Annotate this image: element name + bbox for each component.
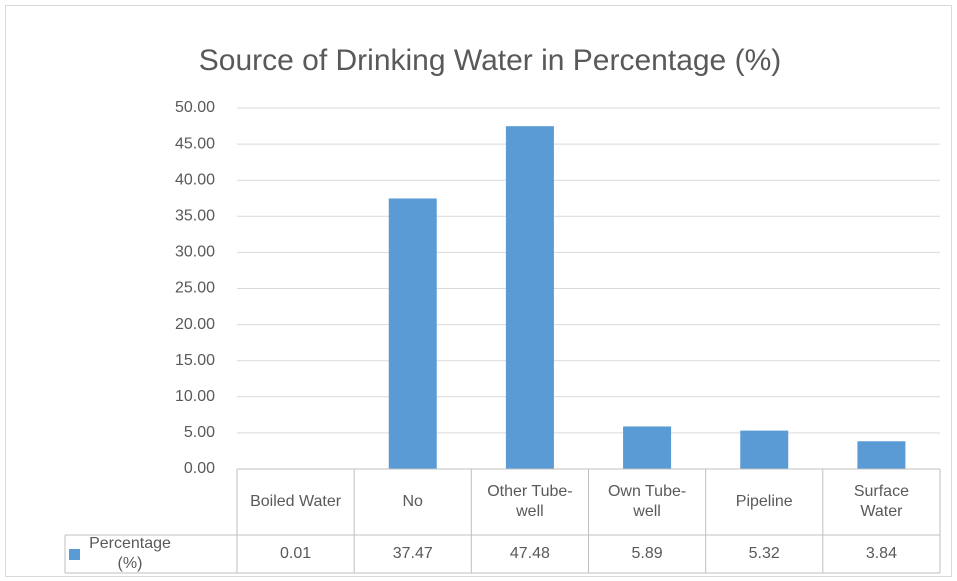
x-tick-label-text: No — [402, 493, 423, 510]
legend-swatch — [69, 548, 80, 560]
data-table-value-text: 37.47 — [392, 545, 433, 562]
x-tick-label-text: Boiled Water — [250, 493, 342, 510]
bar — [857, 441, 906, 469]
y-tick-label: 30.00 — [175, 244, 215, 261]
y-tick-label: 20.00 — [175, 316, 215, 333]
bar — [388, 198, 437, 469]
x-tick-label: Boiled Water — [237, 469, 354, 535]
y-tick-label: 35.00 — [175, 208, 215, 225]
y-tick-label: 15.00 — [175, 352, 215, 369]
data-table-value: 0.01 — [237, 535, 354, 573]
legend-label-text: Percentage (%) — [89, 535, 171, 572]
bar — [505, 126, 554, 469]
legend-label: Percentage (%) — [65, 535, 237, 573]
y-tick-label: 45.00 — [175, 135, 215, 152]
x-tick-label-text: Surface Water — [853, 483, 909, 520]
x-tick-label: Surface Water — [823, 469, 940, 535]
data-table-value-text: 3.84 — [865, 545, 897, 562]
data-table-value-text: 5.32 — [748, 545, 780, 562]
x-tick-label: Own Tube-well — [589, 469, 706, 535]
bar — [740, 430, 789, 469]
y-tick-label: 0.00 — [184, 460, 215, 477]
bar — [623, 426, 672, 469]
y-tick-label: 10.00 — [175, 388, 215, 405]
y-tick-label: 50.00 — [175, 99, 215, 116]
data-table-value: 37.47 — [354, 535, 471, 573]
x-tick-label: Other Tube-well — [471, 469, 588, 535]
data-table-value-text: 0.01 — [280, 545, 312, 562]
x-tick-label: No — [354, 469, 471, 535]
chart-title: Source of Drinking Water in Percentage (… — [199, 44, 781, 77]
x-tick-label: Pipeline — [706, 469, 823, 535]
x-tick-label-text: Own Tube-well — [607, 483, 687, 520]
data-table-value: 3.84 — [823, 535, 940, 573]
x-tick-label-text: Other Tube-well — [487, 483, 573, 520]
data-table-value: 5.89 — [589, 535, 706, 573]
x-tick-label-text: Pipeline — [735, 493, 793, 510]
data-table-value-text: 5.89 — [631, 545, 663, 562]
data-table-value: 47.48 — [471, 535, 588, 573]
y-tick-label: 25.00 — [175, 280, 215, 297]
chart-border — [5, 5, 952, 577]
data-table-value-text: 47.48 — [509, 545, 550, 562]
data-table-value: 5.32 — [706, 535, 823, 573]
y-tick-label: 5.00 — [184, 424, 215, 441]
y-tick-label: 40.00 — [175, 171, 215, 188]
